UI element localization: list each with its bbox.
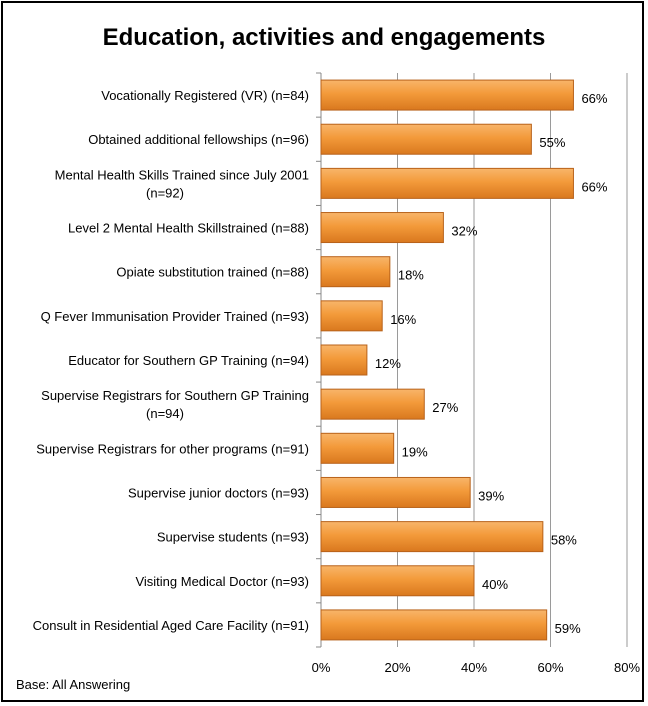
x-tick-label: 0% [312, 660, 331, 675]
bar [320, 256, 391, 288]
x-tick-label: 40% [461, 660, 487, 675]
bar [320, 432, 395, 464]
base-footnote: Base: All Answering [16, 677, 131, 692]
data-label: 39% [478, 488, 504, 503]
bar [320, 212, 444, 244]
bars [320, 79, 574, 641]
bar [320, 167, 574, 199]
data-label: 32% [451, 224, 477, 239]
data-label: 12% [375, 356, 401, 371]
bar [320, 123, 532, 155]
bar [320, 388, 425, 420]
x-tick-label: 60% [537, 660, 563, 675]
data-label: 18% [398, 268, 424, 283]
category-label: Level 2 Mental Health Skillstrained (n=8… [68, 221, 309, 236]
data-label: 27% [432, 400, 458, 415]
data-label: 66% [581, 179, 607, 194]
category-label: Supervise Registrars for other programs … [36, 441, 309, 456]
bar [320, 476, 471, 508]
bar [320, 565, 475, 597]
category-label: Visiting Medical Doctor (n=93) [135, 574, 309, 589]
category-label: Supervise Registrars for Southern GP Tra… [41, 388, 309, 403]
data-label: 19% [402, 444, 428, 459]
category-label: Supervise junior doctors (n=93) [128, 485, 309, 500]
data-label: 66% [581, 91, 607, 106]
labels: 0% 20% 40% 60% 80% 66% Vocationally Registered… [33, 88, 641, 675]
category-label: Educator for Southern GP Training (n=94) [68, 353, 309, 368]
data-label: 59% [555, 621, 581, 636]
category-label: Q Fever Immunisation Provider Trained (n… [41, 309, 309, 324]
bar [320, 609, 548, 641]
x-tick-label: 20% [384, 660, 410, 675]
bar [320, 344, 368, 376]
category-label-line2: (n=94) [146, 406, 184, 421]
category-label: Opiate substitution trained (n=88) [116, 265, 309, 280]
data-label: 16% [390, 312, 416, 327]
bar [320, 521, 544, 553]
category-label: Consult in Residential Aged Care Facilit… [33, 618, 309, 633]
bar [320, 300, 383, 332]
chart-title: Education, activities and engagements [102, 24, 546, 51]
data-label: 55% [539, 135, 565, 150]
data-label: 58% [551, 533, 577, 548]
data-label: 40% [482, 577, 508, 592]
category-label-line2: (n=92) [146, 185, 184, 200]
x-tick-label: 80% [614, 660, 640, 675]
category-label: Vocationally Registered (VR) (n=84) [101, 88, 309, 103]
bar [320, 79, 574, 111]
category-label: Mental Health Skills Trained since July … [55, 167, 309, 182]
category-label: Supervise students (n=93) [157, 530, 309, 545]
category-label: Obtained additional fellowships (n=96) [88, 132, 309, 147]
